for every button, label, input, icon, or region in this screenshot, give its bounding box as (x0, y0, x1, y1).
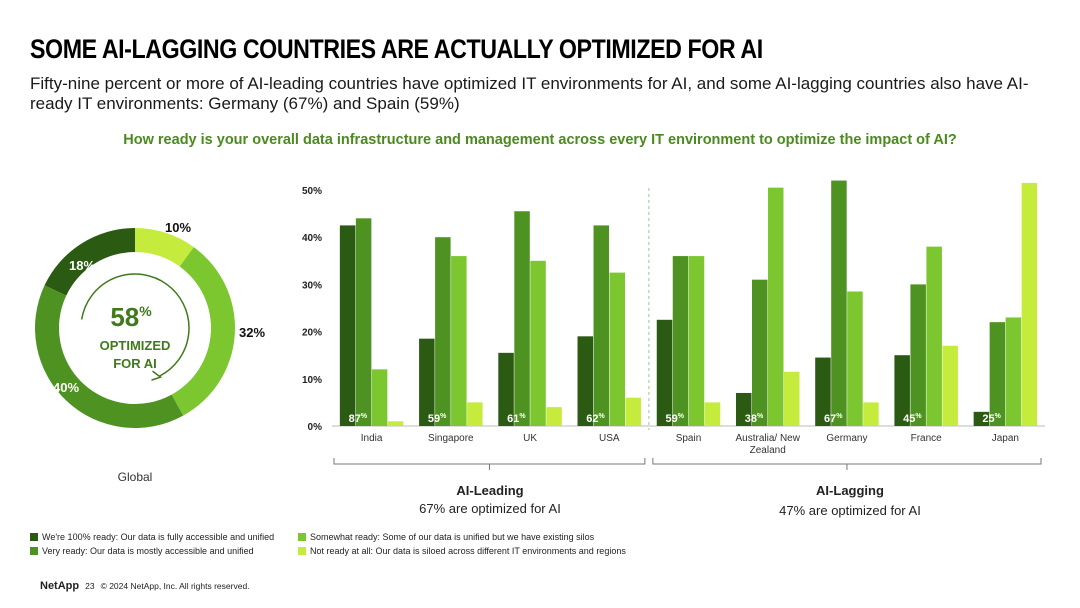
optimized-label: 45% (903, 413, 922, 425)
donut-slice-somewhat (171, 247, 235, 416)
legend-item-not: Not ready at all: Our data is siloed acr… (298, 546, 626, 556)
donut-label-very: 40% (53, 380, 79, 395)
category-label: Germany (826, 433, 867, 444)
category-label: UK (523, 433, 537, 444)
bar-somewhat (530, 260, 546, 426)
bar-fully (339, 225, 356, 426)
bracket-lagging (652, 458, 1042, 470)
copyright: © 2024 NetApp, Inc. All rights reserved. (100, 581, 250, 591)
y-tick-label: 10% (302, 375, 322, 386)
bar-somewhat (926, 246, 942, 426)
bar-somewhat (609, 272, 626, 426)
legend-item-fully: We're 100% ready: Our data is fully acce… (30, 532, 274, 542)
bar-not (546, 407, 562, 426)
footer: NetApp 23 © 2024 NetApp, Inc. All rights… (40, 580, 250, 592)
donut-label: Global (117, 470, 153, 484)
optimized-label: 38% (745, 413, 764, 425)
bar-fully (973, 411, 990, 426)
bracket-leading (333, 458, 646, 470)
category-label: Singapore (428, 433, 474, 444)
bar-not (625, 397, 642, 426)
legend-item-very: Very ready: Our data is mostly accessibl… (30, 546, 254, 556)
legend-item-somewhat: Somewhat ready: Some of our data is unif… (298, 532, 594, 542)
group-sub-lagging: 47% are optimized for AI (779, 503, 921, 518)
bar-somewhat (451, 256, 467, 426)
bar-not (704, 402, 721, 426)
page-title: SOME AI-LAGGING COUNTRIES ARE ACTUALLY O… (30, 34, 763, 64)
optimized-label: 61% (507, 413, 526, 425)
category-label: Australia/ New Zealand (735, 433, 800, 456)
donut-center-line1: OPTIMIZED (100, 338, 171, 353)
group-sub-leading: 67% are optimized for AI (419, 501, 561, 516)
bar-very (514, 211, 530, 426)
category-label: France (911, 433, 943, 444)
bar-not (1021, 182, 1038, 426)
donut-slice-fully (44, 228, 135, 296)
bar-fully (894, 355, 910, 426)
bar-very (831, 180, 847, 426)
bar-very (751, 279, 768, 426)
y-tick-label: 20% (302, 328, 322, 339)
bar-somewhat (688, 256, 705, 426)
category-label: Japan (992, 433, 1019, 444)
y-tick-label: 50% (302, 186, 322, 197)
bar-not (783, 371, 800, 426)
bar-very (435, 237, 451, 426)
donut-label-somewhat: 32% (239, 325, 265, 340)
bar-very (355, 218, 372, 426)
bar-somewhat (767, 187, 784, 426)
legend-swatch-fully (30, 533, 38, 541)
optimized-label: 25% (982, 413, 1001, 425)
bar-very (910, 284, 926, 426)
bar-somewhat (1005, 317, 1022, 426)
bar-not (387, 421, 404, 426)
optimized-label: 67% (824, 413, 843, 425)
page-subtitle: Fifty-nine percent or more of AI-leading… (30, 74, 1029, 113)
bar-not (863, 402, 879, 426)
category-label: Spain (676, 433, 702, 444)
bar-very (672, 256, 689, 426)
bar-not (467, 402, 483, 426)
group-name-lagging: AI-Lagging (816, 483, 884, 498)
category-label: USA (599, 433, 620, 444)
legend-swatch-very (30, 547, 38, 555)
optimized-label: 59% (428, 413, 447, 425)
bar-somewhat (371, 369, 388, 426)
donut-center-value: 58% (110, 302, 152, 332)
y-tick-label: 40% (302, 233, 322, 244)
optimized-label: 87% (349, 413, 368, 425)
donut-center-line2: FOR AI (113, 356, 157, 371)
y-tick-label: 30% (302, 280, 322, 291)
category-label: India (361, 433, 383, 444)
donut-label-fully: 18% (69, 258, 95, 273)
y-tick-label: 0% (308, 422, 323, 433)
legend-swatch-somewhat (298, 533, 306, 541)
donut-slice-very (34, 285, 184, 429)
bar-fully (735, 392, 752, 426)
bar-fully (419, 338, 435, 426)
bar-not (942, 345, 958, 426)
page-number: 23 (85, 581, 95, 591)
bar-fully (498, 352, 514, 426)
bar-very (593, 225, 610, 426)
circular-arrow-icon (80, 273, 190, 377)
arrow-head-icon (151, 370, 163, 381)
survey-question: How ready is your overall data infrastru… (123, 132, 957, 148)
netapp-logo: NetApp (40, 580, 80, 592)
bar-very (989, 322, 1006, 426)
donut-slice-not (135, 228, 194, 267)
group-name-leading: AI-Leading (456, 483, 524, 498)
optimized-label: 62% (586, 413, 605, 425)
bar-fully (815, 357, 831, 426)
donut-label-not: 10% (165, 220, 191, 235)
bar-fully (656, 319, 673, 426)
bar-fully (577, 336, 594, 426)
optimized-label: 59% (666, 413, 685, 425)
legend-swatch-not (298, 547, 306, 555)
bar-somewhat (847, 291, 863, 426)
